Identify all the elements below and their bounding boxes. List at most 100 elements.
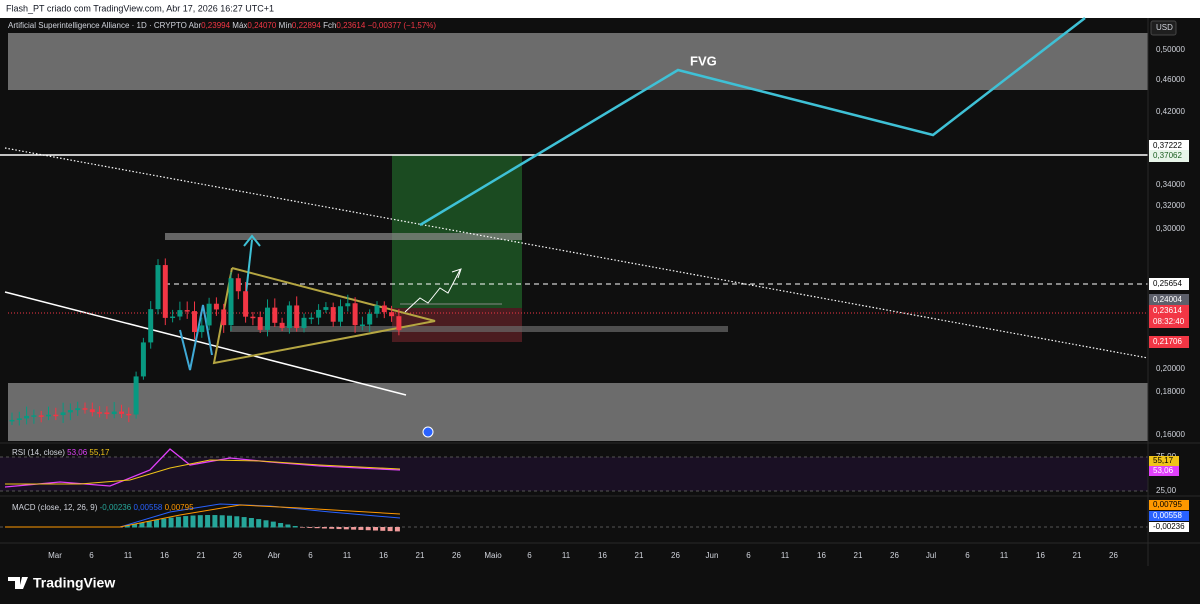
price-tick-label: 0,18000 — [1156, 387, 1185, 396]
date-tick-label: 11 — [781, 551, 790, 560]
macd-legend: MACD (close, 12, 26, 9) -0,00236 0,00558… — [12, 503, 194, 512]
price-badge-text: 0,23614 — [1153, 306, 1182, 315]
rsi-ma — [5, 459, 401, 485]
candle-body — [206, 303, 212, 326]
rsi-badge — [1149, 456, 1179, 466]
candle-body — [46, 414, 51, 417]
rsi-ma-value: 55,17 — [89, 448, 110, 457]
date-tick-label: 16 — [817, 551, 826, 560]
macd-bar — [132, 523, 138, 528]
date-tick-label: 6 — [89, 551, 94, 560]
candle-body — [257, 317, 263, 330]
signal-line — [5, 504, 401, 528]
date-tick-label: 6 — [527, 551, 532, 560]
candle-body — [148, 309, 154, 343]
date-tick-label: Maio — [484, 551, 502, 560]
price-badge-text: 0,21706 — [1153, 337, 1182, 346]
date-tick-label: 11 — [343, 551, 352, 560]
close-value: 0,23614 — [336, 21, 365, 30]
date-tick-label: Jul — [926, 551, 936, 560]
candle-body — [199, 325, 205, 333]
macd-bar — [124, 525, 130, 528]
macd-bar — [212, 515, 218, 528]
macd-badge — [1149, 511, 1189, 521]
candles — [9, 258, 402, 426]
price-badge — [1149, 278, 1189, 290]
candle-body — [294, 305, 300, 328]
candle-body — [16, 418, 22, 420]
candle-body — [24, 415, 30, 419]
candle-body — [9, 419, 15, 422]
candle-body — [140, 342, 146, 377]
macd-bar — [139, 522, 145, 528]
logo-text: TradingView — [33, 575, 115, 591]
arrow-head — [243, 234, 261, 247]
date-tick-label: 16 — [160, 551, 169, 560]
candle-body — [301, 317, 307, 328]
date-tick-label: 21 — [854, 551, 863, 560]
fvg-zone — [8, 33, 1148, 90]
macd-bar — [161, 518, 167, 528]
date-tick-label: Mar — [48, 551, 62, 560]
candle-body — [133, 376, 139, 415]
macd-bar — [285, 524, 291, 528]
candle-body — [221, 309, 227, 326]
price-badge-text: 0,24004 — [1153, 295, 1182, 304]
price-tick-label: 0,50000 — [1156, 45, 1185, 54]
macd-badge-text: -0,00236 — [1153, 522, 1185, 531]
macd-bar — [314, 527, 320, 529]
price-tick-label: 0,46000 — [1156, 75, 1185, 84]
header-bar — [0, 0, 1200, 18]
macd-bar — [292, 525, 298, 528]
date-tick-label: 21 — [197, 551, 206, 560]
candle-body — [359, 324, 365, 327]
candle-body — [265, 307, 270, 330]
candle-body — [330, 307, 336, 322]
high-label: Máx — [232, 21, 247, 30]
signal-value: 0,00795 — [165, 503, 194, 512]
event-icon — [422, 426, 434, 438]
date-tick-label: 26 — [1109, 551, 1118, 560]
macd-bar — [190, 515, 196, 528]
macd-bar — [248, 517, 254, 528]
date-tick-label: 26 — [233, 551, 242, 560]
candle-body — [60, 412, 66, 416]
price-badge — [1149, 140, 1189, 152]
price-badge-text: 0,37222 — [1153, 141, 1182, 150]
candle-body — [126, 413, 132, 416]
date-tick-label: 6 — [746, 551, 751, 560]
footer — [0, 570, 1200, 604]
symbol-line: Artificial Superintelligence Alliance · … — [8, 21, 436, 30]
symbol-name: Artificial Superintelligence Alliance · … — [8, 21, 187, 30]
candle-body — [75, 408, 81, 411]
macd-bar — [336, 527, 342, 530]
rsi-value: 53,06 — [67, 448, 88, 457]
date-tick-label: 26 — [890, 551, 899, 560]
candle-body — [243, 291, 249, 317]
candle-body — [352, 303, 358, 326]
macd-bar — [300, 527, 305, 528]
date-tick-label: 21 — [416, 551, 425, 560]
candle-body — [38, 415, 44, 417]
macd-bar — [154, 519, 159, 528]
date-tick-label: 16 — [1036, 551, 1045, 560]
currency-box — [1150, 20, 1177, 36]
header-text: Flash_PT criado com TradingView.com, Abr… — [6, 3, 274, 13]
date-tick-label: 6 — [965, 551, 970, 560]
macd-bar — [351, 527, 357, 530]
price-tick-label: 0,20000 — [1156, 364, 1185, 373]
macd-bar — [146, 521, 152, 528]
macd-bar — [175, 516, 181, 528]
macd-bar — [263, 520, 269, 528]
rsi-badge-text: 53,06 — [1153, 466, 1174, 475]
macd-badge-text: 0,00795 — [1153, 500, 1182, 509]
candle-body — [279, 322, 285, 328]
candle-body — [170, 316, 176, 319]
macd-bar — [365, 527, 371, 531]
date-tick-label: 6 — [308, 551, 313, 560]
macd-bar — [183, 516, 189, 528]
candle-body — [338, 306, 343, 322]
macd-bar — [227, 515, 232, 528]
candle-body — [316, 309, 322, 318]
